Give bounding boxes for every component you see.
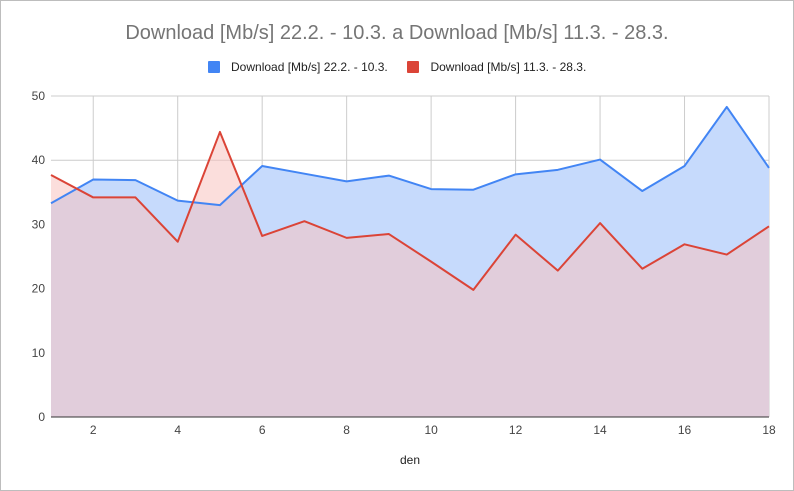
y-tick-label: 20 xyxy=(32,282,46,296)
legend-label-series-1: Download [Mb/s] 22.2. - 10.3. xyxy=(231,59,388,74)
legend-swatch-series-1 xyxy=(207,60,220,73)
y-tick-label: 50 xyxy=(32,89,46,103)
x-axis-label: den xyxy=(400,453,420,467)
x-tick-label: 6 xyxy=(259,423,266,437)
series-areas xyxy=(51,106,769,417)
area-series-2 xyxy=(51,131,769,417)
x-tick-label: 10 xyxy=(424,423,438,437)
x-tick-label: 8 xyxy=(343,423,350,437)
y-tick-label: 0 xyxy=(38,410,45,424)
y-tick-labels: 0 10 20 30 40 50 xyxy=(32,89,46,424)
series-lines xyxy=(50,105,770,291)
chart-title: Download [Mb/s] 22.2. - 10.3. a Download… xyxy=(125,22,669,44)
x-tick-labels: 2 4 6 8 10 12 14 16 18 xyxy=(90,423,776,437)
legend-item-series-2[interactable]: Download [Mb/s] 11.3. - 28.3. xyxy=(407,60,586,74)
x-tick-label: 2 xyxy=(90,423,97,437)
legend-label-series-2: Download [Mb/s] 11.3. - 28.3. xyxy=(430,59,587,74)
x-tick-label: 12 xyxy=(509,423,523,437)
y-tick-label: 40 xyxy=(32,153,46,167)
x-tick-label: 14 xyxy=(593,423,607,437)
x-tick-label: 18 xyxy=(762,423,776,437)
line-series-1 xyxy=(50,105,770,207)
y-tick-label: 10 xyxy=(32,346,46,360)
x-tick-label: 16 xyxy=(678,423,692,437)
legend-swatch-series-2 xyxy=(407,60,420,73)
legend-item-series-1[interactable]: Download [Mb/s] 22.2. - 10.3. xyxy=(207,59,388,74)
line-series-2 xyxy=(50,130,770,291)
y-tick-label: 30 xyxy=(32,217,46,231)
chart-legend: Download [Mb/s] 22.2. - 10.3. Download [… xyxy=(0,59,794,74)
x-tick-label: 4 xyxy=(174,423,181,437)
